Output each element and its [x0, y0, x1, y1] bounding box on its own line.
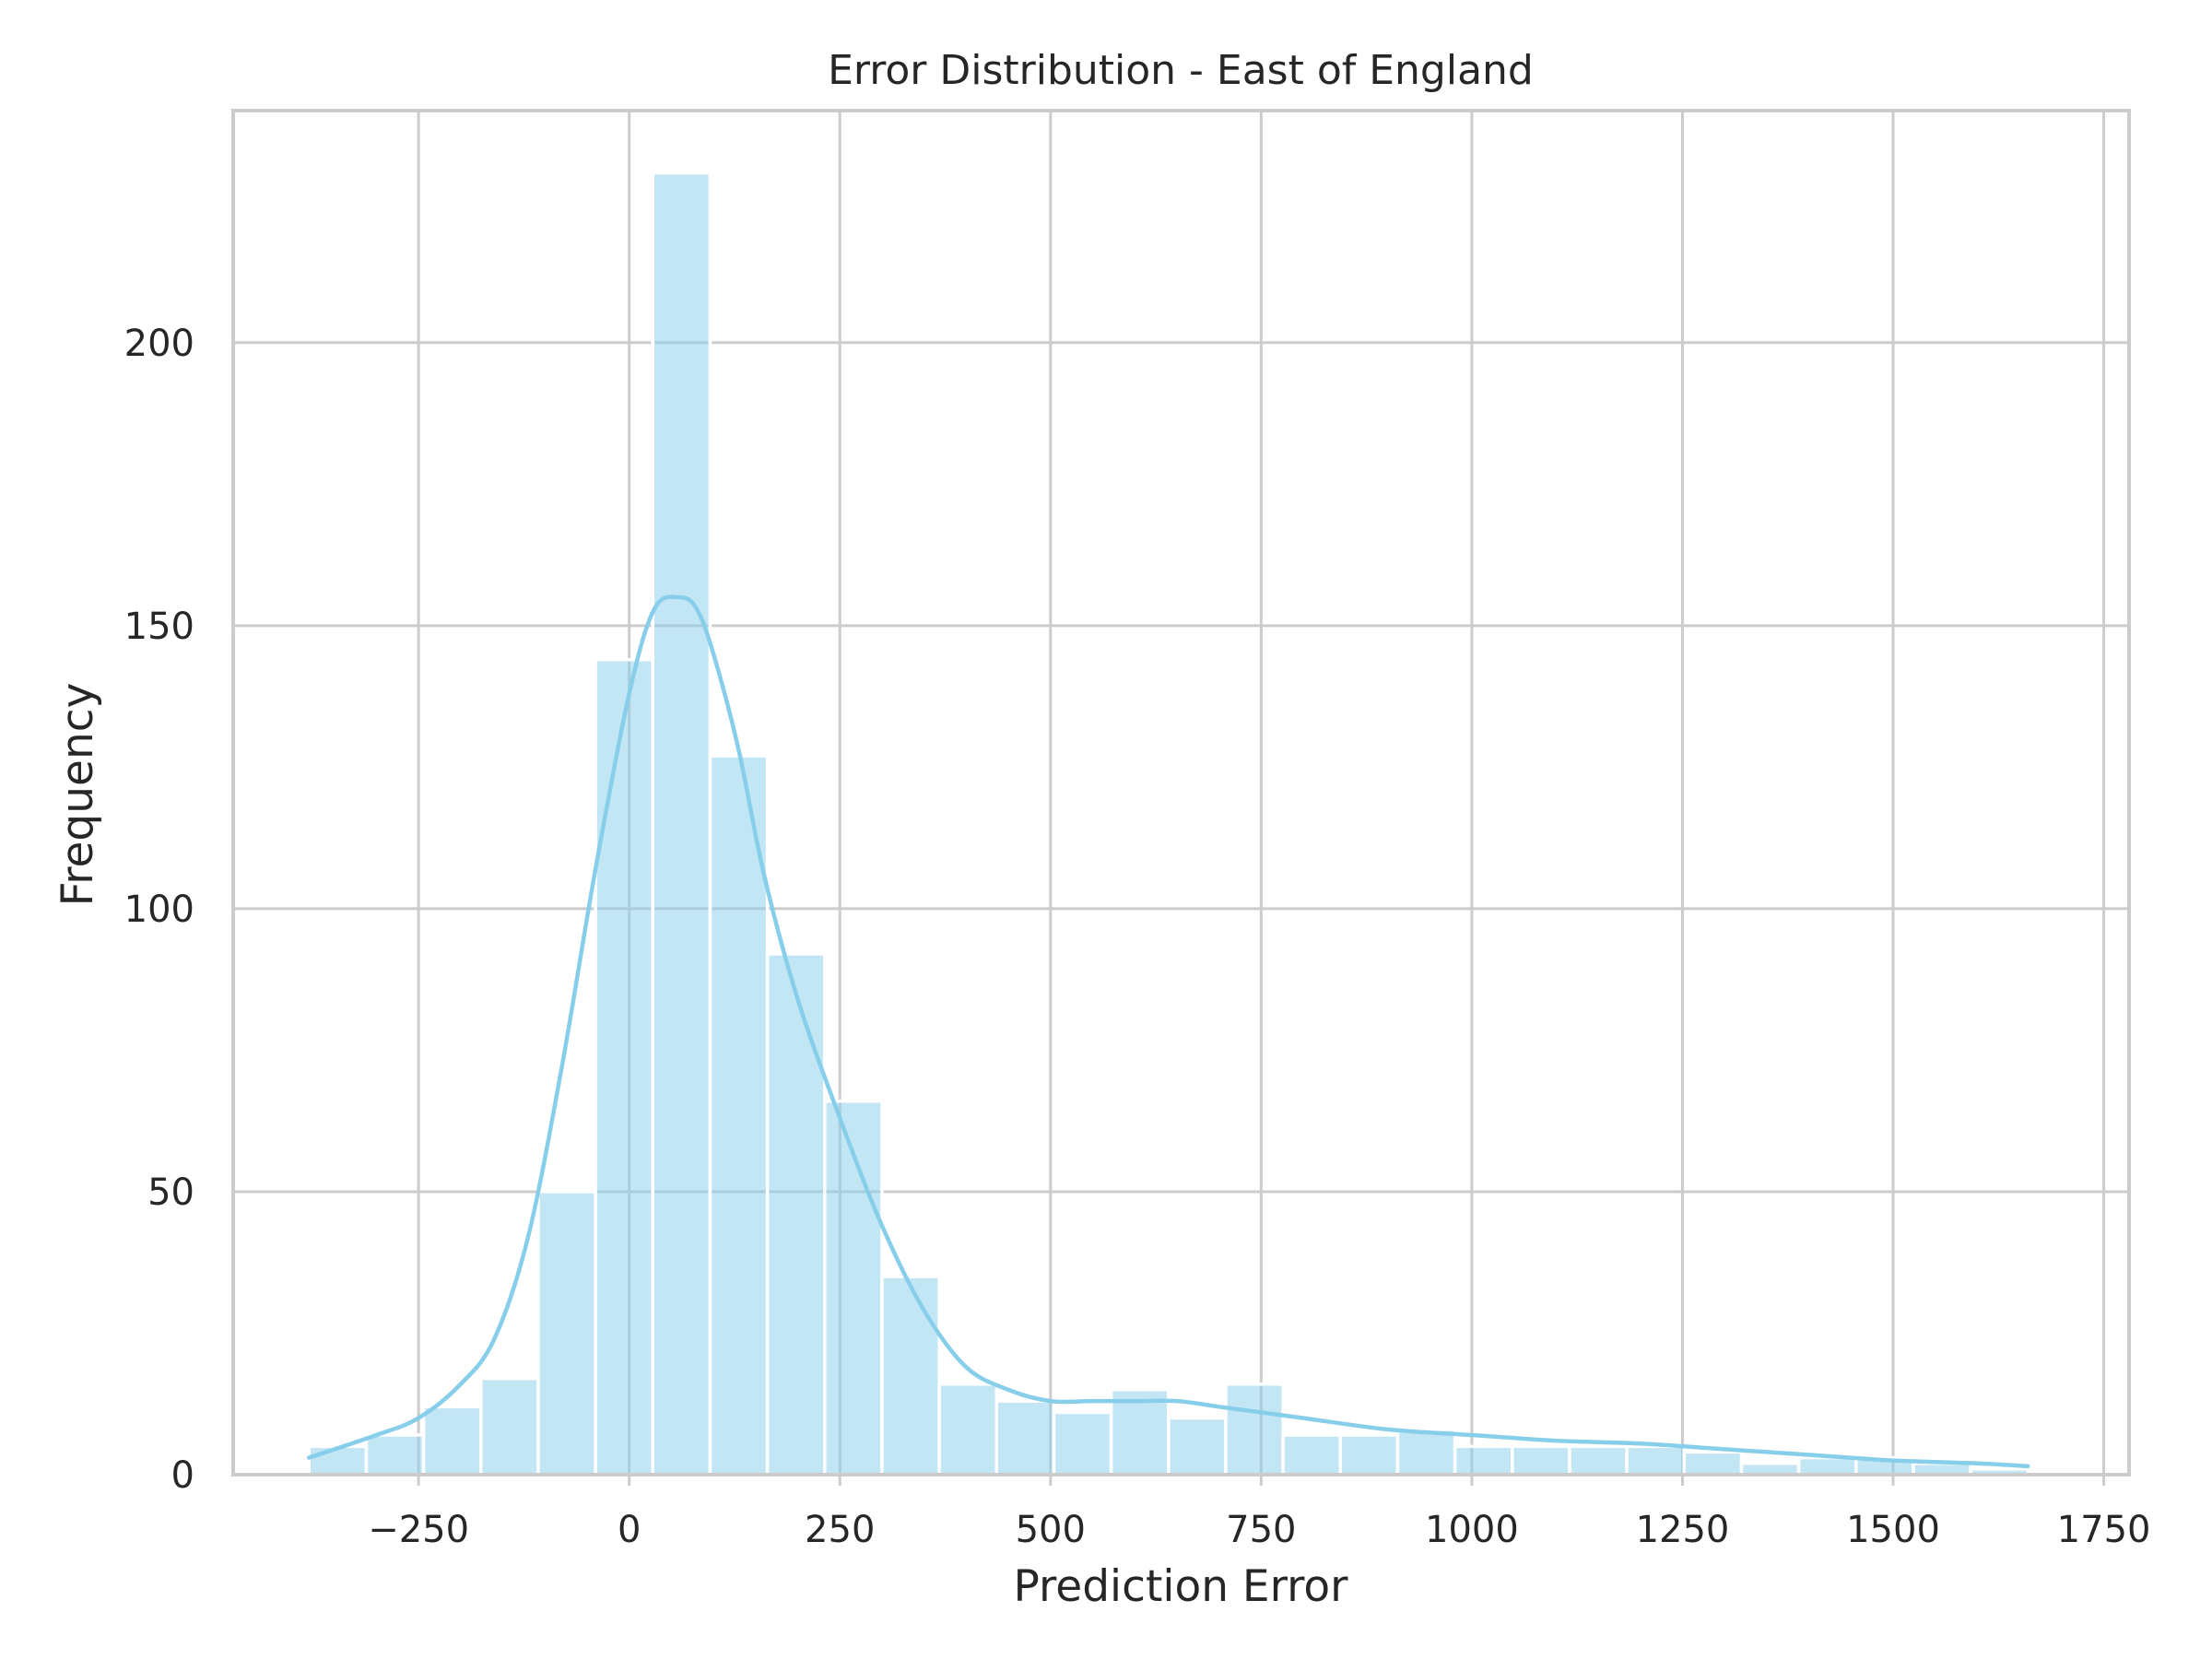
histogram-bar: [1052, 1410, 1113, 1477]
histogram-bar: [708, 754, 770, 1477]
x-tick-label: 1000: [1425, 1509, 1519, 1551]
histogram-bar: [536, 1190, 597, 1477]
histogram-bar: [1453, 1444, 1514, 1477]
histogram-bar: [1281, 1433, 1343, 1477]
histogram-bar: [1682, 1450, 1744, 1477]
kde-curve: [307, 594, 2030, 1469]
histogram-bar: [937, 1382, 999, 1477]
y-tick-label: 150: [124, 606, 194, 648]
histogram-bars: [307, 171, 2030, 1477]
histogram-bar: [1568, 1444, 1629, 1477]
histogram-bar: [1224, 1382, 1285, 1477]
histogram-bar: [364, 1433, 426, 1477]
histogram-bar: [765, 952, 827, 1477]
x-tick-label: 0: [618, 1509, 641, 1551]
x-tick-label: 1250: [1636, 1509, 1730, 1551]
histogram-bar: [1338, 1433, 1400, 1477]
plot-frame: [231, 109, 2131, 1477]
x-tick-label: 1500: [1846, 1509, 1940, 1551]
histogram-bar: [594, 657, 655, 1477]
histogram-bar: [1796, 1455, 1858, 1477]
y-axis-label: Frequency: [53, 683, 103, 907]
histogram-bar: [651, 171, 712, 1477]
histogram-bar: [421, 1405, 483, 1477]
histogram-bar: [1395, 1428, 1457, 1477]
y-tick-label: 0: [171, 1454, 194, 1497]
x-tick-label: 750: [1226, 1509, 1296, 1551]
y-tick-label: 200: [124, 323, 194, 365]
chart-title: Error Distribution - East of England: [828, 47, 1534, 94]
histogram-bar: [1625, 1444, 1687, 1477]
y-tick-labels: 0 50 100 150 200: [124, 323, 194, 1497]
histogram-bar: [1511, 1444, 1571, 1477]
histogram-bar: [479, 1376, 540, 1477]
x-tick-label: 250: [805, 1509, 875, 1551]
x-tick-labels: −250 0 250 500 750 1000 1250 1500 1750: [368, 1475, 2150, 1551]
y-tick-label: 50: [147, 1171, 194, 1214]
histogram-bar: [307, 1444, 369, 1477]
x-axis-label: Prediction Error: [1014, 1561, 1349, 1612]
x-tick-label: 1750: [2057, 1509, 2151, 1551]
histogram-bar: [994, 1399, 1056, 1477]
x-tick-label: −250: [368, 1509, 469, 1551]
y-tick-label: 100: [124, 888, 194, 931]
histogram-bar: [1167, 1416, 1228, 1477]
x-tick-label: 500: [1016, 1509, 1086, 1551]
histogram-bar: [880, 1275, 941, 1477]
